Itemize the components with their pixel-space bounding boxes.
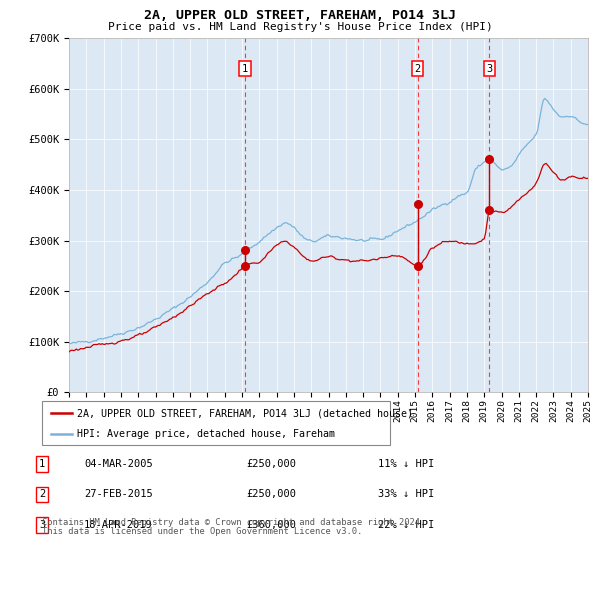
- Text: 3: 3: [486, 64, 493, 74]
- Text: 27-FEB-2015: 27-FEB-2015: [84, 490, 153, 499]
- Text: 2: 2: [39, 490, 45, 499]
- Text: 2A, UPPER OLD STREET, FAREHAM, PO14 3LJ (detached house): 2A, UPPER OLD STREET, FAREHAM, PO14 3LJ …: [77, 408, 413, 418]
- Text: 1: 1: [39, 459, 45, 468]
- Text: £250,000: £250,000: [246, 459, 296, 468]
- Text: 2A, UPPER OLD STREET, FAREHAM, PO14 3LJ: 2A, UPPER OLD STREET, FAREHAM, PO14 3LJ: [144, 9, 456, 22]
- Text: HPI: Average price, detached house, Fareham: HPI: Average price, detached house, Fare…: [77, 428, 335, 438]
- FancyBboxPatch shape: [42, 401, 390, 445]
- Text: 2: 2: [415, 64, 421, 74]
- Text: 3: 3: [39, 520, 45, 530]
- Text: 1: 1: [242, 64, 248, 74]
- Text: Price paid vs. HM Land Registry's House Price Index (HPI): Price paid vs. HM Land Registry's House …: [107, 22, 493, 32]
- Text: £250,000: £250,000: [246, 490, 296, 499]
- Text: Contains HM Land Registry data © Crown copyright and database right 2024.: Contains HM Land Registry data © Crown c…: [42, 519, 425, 527]
- Text: This data is licensed under the Open Government Licence v3.0.: This data is licensed under the Open Gov…: [42, 527, 362, 536]
- Text: 22% ↓ HPI: 22% ↓ HPI: [378, 520, 434, 530]
- Text: £360,000: £360,000: [246, 520, 296, 530]
- Text: 11% ↓ HPI: 11% ↓ HPI: [378, 459, 434, 468]
- Text: 18-APR-2019: 18-APR-2019: [84, 520, 153, 530]
- Text: 33% ↓ HPI: 33% ↓ HPI: [378, 490, 434, 499]
- Text: 04-MAR-2005: 04-MAR-2005: [84, 459, 153, 468]
